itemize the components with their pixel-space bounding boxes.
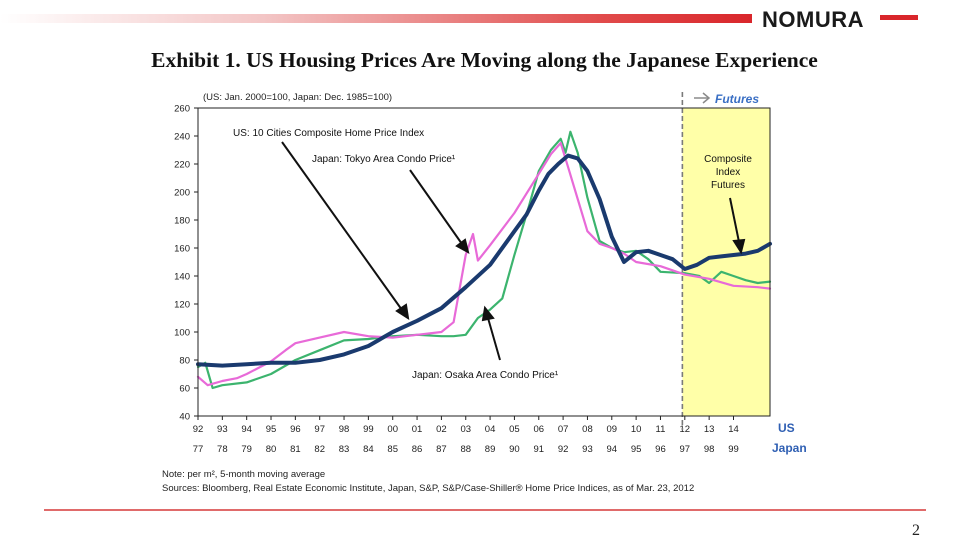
brand-logo: NOMURA bbox=[762, 7, 864, 32]
x-tick-label-us: 07 bbox=[558, 424, 569, 435]
y-tick-label: 140 bbox=[174, 272, 190, 283]
brand-accent-bar bbox=[880, 15, 918, 20]
x-tick-label-us: 99 bbox=[363, 424, 374, 435]
x-tick-label-japan: 96 bbox=[655, 444, 666, 455]
x-tick-label-japan: 82 bbox=[314, 444, 325, 455]
annotation-osaka: Japan: Osaka Area Condo Price¹ bbox=[412, 370, 559, 381]
y-tick-label: 220 bbox=[174, 160, 190, 171]
y-tick-label: 260 bbox=[174, 104, 190, 115]
x-tick-label-japan: 92 bbox=[558, 444, 569, 455]
footer-rule bbox=[44, 509, 926, 511]
x-tick-label-us: 95 bbox=[266, 424, 277, 435]
y-tick-label: 240 bbox=[174, 132, 190, 143]
y-tick-label: 200 bbox=[174, 188, 190, 199]
arrow-us-head bbox=[395, 303, 410, 321]
x-tick-label-us: 04 bbox=[485, 424, 496, 435]
x-tick-label-us: 03 bbox=[460, 424, 471, 435]
x-tick-label-japan: 99 bbox=[728, 444, 739, 455]
y-ticks: 40 60 80 100 120 140 160 180 200 220 240 260 bbox=[174, 104, 198, 423]
unit-note: (US: Jan. 2000=100, Japan: Dec. 1985=100… bbox=[203, 92, 392, 103]
x-tick-label-us: 06 bbox=[533, 424, 544, 435]
brand-gradient-bar bbox=[0, 14, 752, 23]
futures-label: Futures bbox=[715, 92, 759, 106]
x-tick-label-japan: 87 bbox=[436, 444, 447, 455]
arrow-tokyo-head bbox=[455, 238, 470, 254]
chart-note: Note: per m², 5-month moving average bbox=[162, 469, 325, 480]
x-tick-label-us: 02 bbox=[436, 424, 447, 435]
x-tick-label-japan: 91 bbox=[533, 444, 544, 455]
x-tick-label-us: 14 bbox=[728, 424, 739, 435]
x-tick-label-japan: 77 bbox=[193, 444, 204, 455]
x-tick-label-japan: 94 bbox=[606, 444, 617, 455]
x-tick-label-japan: 98 bbox=[704, 444, 715, 455]
x-tick-label-us: 13 bbox=[704, 424, 715, 435]
x-tick-label-japan: 95 bbox=[631, 444, 642, 455]
x-tick-label-japan: 83 bbox=[339, 444, 350, 455]
x-tick-label-us: 09 bbox=[606, 424, 617, 435]
axis-label-japan: Japan bbox=[772, 441, 807, 455]
annotation-futures: Composite Index Futures bbox=[704, 154, 752, 191]
x-tick-label-japan: 78 bbox=[217, 444, 228, 455]
annotation-arrows bbox=[281, 141, 746, 361]
x-tick-label-us: 10 bbox=[631, 424, 642, 435]
chart-sources: Sources: Bloomberg, Real Estate Economic… bbox=[162, 483, 694, 494]
annotation-us: US: 10 Cities Composite Home Price Index bbox=[233, 128, 424, 139]
x-tick-label-us: 96 bbox=[290, 424, 301, 435]
x-tick-label-us: 01 bbox=[412, 424, 423, 435]
page-number: 2 bbox=[912, 522, 920, 539]
arrow-futures bbox=[729, 197, 740, 243]
y-tick-label: 180 bbox=[174, 216, 190, 227]
y-tick-label: 160 bbox=[174, 244, 190, 255]
x-tick-label-us: 94 bbox=[241, 424, 252, 435]
y-tick-label: 120 bbox=[174, 300, 190, 311]
x-tick-label-japan: 79 bbox=[241, 444, 252, 455]
y-tick-label: 100 bbox=[174, 328, 190, 339]
x-tick-label-us: 11 bbox=[656, 424, 666, 435]
x-tick-label-japan: 89 bbox=[485, 444, 496, 455]
x-tick-label-us: 00 bbox=[387, 424, 398, 435]
x-tick-label-japan: 93 bbox=[582, 444, 593, 455]
y-tick-label: 60 bbox=[179, 384, 190, 395]
x-tick-label-us: 97 bbox=[314, 424, 325, 435]
y-tick-label: 80 bbox=[179, 356, 190, 367]
x-tick-label-japan: 88 bbox=[460, 444, 471, 455]
annotation-tokyo: Japan: Tokyo Area Condo Price¹ bbox=[312, 154, 456, 165]
arrow-futures-head bbox=[732, 238, 746, 255]
x-tick-label-japan: 86 bbox=[412, 444, 423, 455]
x-tick-label-us: 98 bbox=[339, 424, 350, 435]
axis-label-us: US bbox=[778, 421, 795, 435]
arrow-osaka-head bbox=[481, 305, 495, 322]
x-tick-label-us: 08 bbox=[582, 424, 593, 435]
arrow-tokyo bbox=[409, 169, 463, 245]
x-tick-label-us: 05 bbox=[509, 424, 520, 435]
plot-frame bbox=[197, 107, 771, 417]
x-tick-label-japan: 81 bbox=[290, 444, 301, 455]
series-line-osaka bbox=[196, 130, 772, 390]
arrow-osaka bbox=[487, 317, 501, 361]
futures-region bbox=[682, 108, 770, 416]
series-line-tokyo bbox=[196, 141, 772, 387]
exhibit-title: Exhibit 1. US Housing Prices Are Moving … bbox=[151, 48, 818, 72]
futures-arrow-icon bbox=[694, 92, 711, 104]
x-tick-label-japan: 80 bbox=[266, 444, 277, 455]
y-tick-label: 40 bbox=[179, 412, 190, 423]
x-tick-label-japan: 84 bbox=[363, 444, 374, 455]
x-tick-label-japan: 90 bbox=[509, 444, 520, 455]
arrow-us bbox=[281, 141, 403, 311]
x-tick-label-us: 12 bbox=[680, 424, 691, 435]
series-lines bbox=[196, 130, 772, 390]
x-tick-label-us: 93 bbox=[217, 424, 228, 435]
x-tick-label-japan: 85 bbox=[387, 444, 398, 455]
x-tick-label-us: 92 bbox=[193, 424, 204, 435]
series-line-us bbox=[196, 153, 772, 368]
x-tick-labels: 92 77 93 78 94 79 95 80 96 81 97 82 98 83 99 84 00 85 01 86… bbox=[193, 416, 739, 455]
x-tick-label-japan: 97 bbox=[680, 444, 691, 455]
